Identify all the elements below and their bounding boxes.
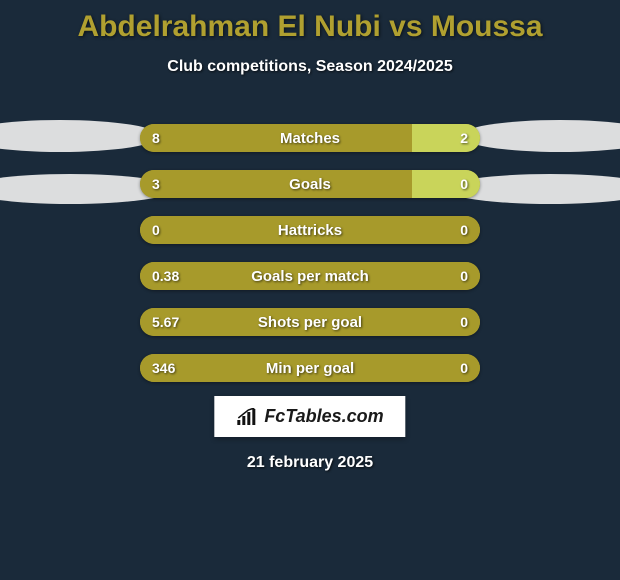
stat-row: 5.67 Shots per goal 0 — [140, 308, 480, 336]
stat-label: Matches — [280, 130, 340, 147]
stat-right-value: 0 — [448, 176, 480, 192]
stat-row: 346 Min per goal 0 — [140, 354, 480, 382]
stats-list: 8 Matches 2 3 Goals 0 0 Hattricks 0 0.38 Goals per… — [140, 124, 480, 400]
stat-row: 0.38 Goals per match 0 — [140, 262, 480, 290]
stat-right-segment: 0 — [412, 170, 480, 198]
stat-left-segment: 3 — [140, 170, 412, 198]
stat-right-value: 2 — [448, 130, 480, 146]
stat-left-value: 3 — [140, 176, 172, 192]
stat-label: Hattricks — [278, 222, 342, 239]
stat-left-value: 5.67 — [140, 314, 191, 330]
brand-badge[interactable]: FcTables.com — [214, 396, 405, 437]
stat-label: Min per goal — [266, 360, 354, 377]
stat-left-value: 0 — [140, 222, 172, 238]
stat-label: Goals — [289, 176, 331, 193]
decor-ellipse — [460, 120, 620, 152]
stat-left-value: 8 — [140, 130, 172, 146]
stat-right-segment: 2 — [412, 124, 480, 152]
stat-row: 0 Hattricks 0 — [140, 216, 480, 244]
stat-row: 3 Goals 0 — [140, 170, 480, 198]
stat-right-value: 0 — [448, 268, 480, 284]
stat-left-value: 346 — [140, 360, 187, 376]
comparison-card: Abdelrahman El Nubi vs Moussa Club compe… — [0, 0, 620, 580]
subtitle: Club competitions, Season 2024/2025 — [0, 58, 620, 76]
stat-right-value: 0 — [448, 360, 480, 376]
stat-label: Shots per goal — [258, 314, 362, 331]
stat-right-value: 0 — [448, 222, 480, 238]
brand-text: FcTables.com — [264, 406, 383, 427]
date-label: 21 february 2025 — [247, 454, 373, 472]
stat-row: 8 Matches 2 — [140, 124, 480, 152]
decor-ellipse — [0, 120, 160, 152]
stat-right-value: 0 — [448, 314, 480, 330]
page-title: Abdelrahman El Nubi vs Moussa — [0, 0, 620, 44]
stat-left-value: 0.38 — [140, 268, 191, 284]
stat-left-segment: 8 — [140, 124, 412, 152]
brand-chart-icon — [236, 408, 258, 426]
stat-label: Goals per match — [251, 268, 369, 285]
